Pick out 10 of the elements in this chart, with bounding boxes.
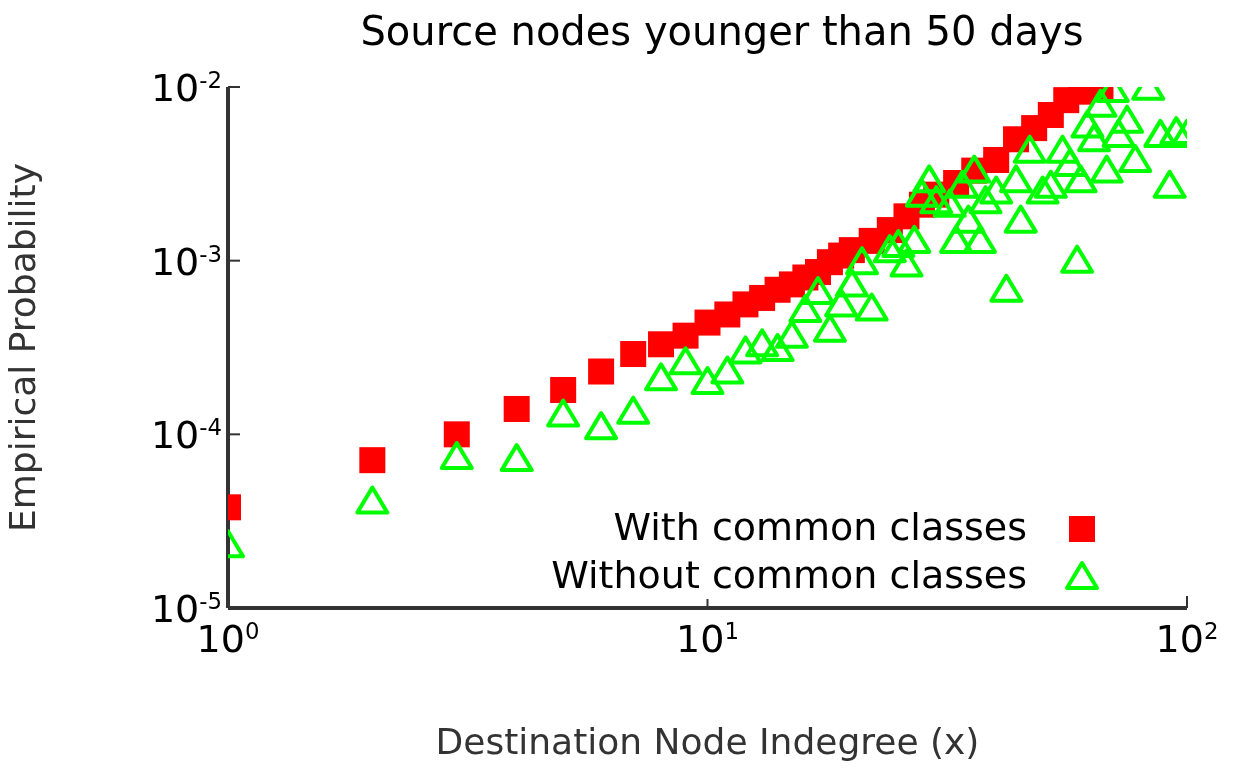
y-tick-label: 10$^{-4}$ (150, 413, 222, 458)
y-tick-label: 10$^{-2}$ (150, 66, 222, 110)
x-axis-title: Destination Node Indegree (x) (435, 721, 980, 762)
y-axis-title: Empirical Probability (1, 162, 43, 533)
y-tick-label: 10$^{-3}$ (150, 239, 222, 284)
chart-title: Source nodes younger than 50 days (359, 8, 1085, 54)
x-tick-label: 10$^{1}$ (676, 617, 739, 661)
x-tick-label: 10$^{2}$ (1155, 617, 1219, 661)
legend-label: Without common classes (551, 552, 1027, 599)
legend-label: With common classes (613, 504, 1027, 551)
